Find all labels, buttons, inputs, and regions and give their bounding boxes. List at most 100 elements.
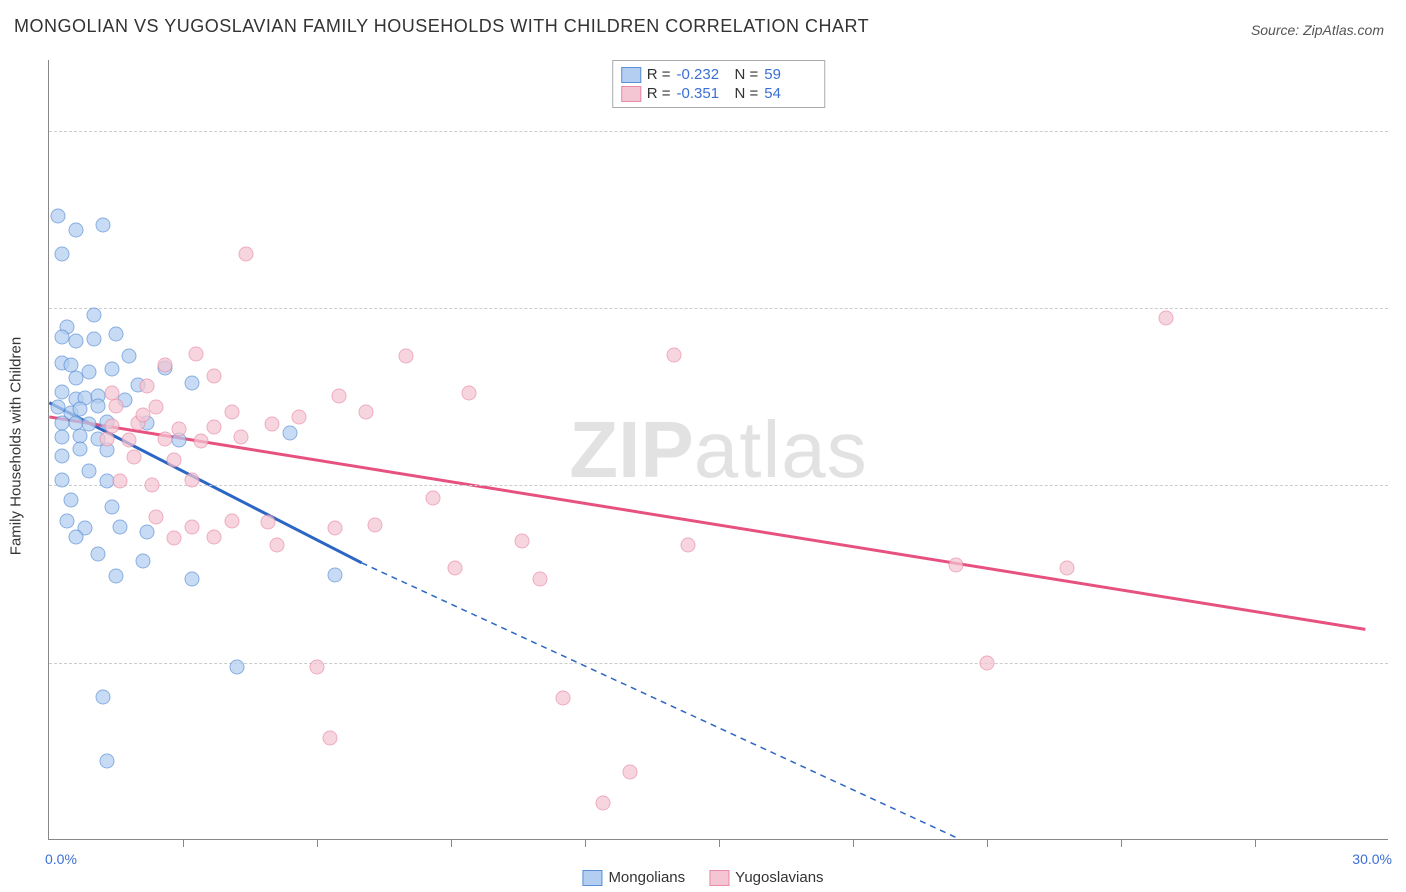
scatter-point-yugoslavians xyxy=(461,386,476,401)
regression-lines-layer xyxy=(49,60,1388,839)
x-axis-tick xyxy=(719,839,720,847)
r-value-b: -0.351 xyxy=(677,85,729,102)
scatter-point-mongolians xyxy=(113,519,128,534)
scatter-point-yugoslavians xyxy=(225,513,240,528)
scatter-point-mongolians xyxy=(68,529,83,544)
scatter-point-mongolians xyxy=(68,223,83,238)
scatter-point-yugoslavians xyxy=(225,404,240,419)
scatter-point-yugoslavians xyxy=(207,529,222,544)
scatter-point-mongolians xyxy=(55,247,70,262)
scatter-point-yugoslavians xyxy=(269,538,284,553)
legend-label-yugoslavians: Yugoslavians xyxy=(735,869,823,886)
scatter-point-mongolians xyxy=(283,425,298,440)
scatter-point-yugoslavians xyxy=(323,730,338,745)
r-label-b: R = xyxy=(647,85,671,102)
scatter-point-yugoslavians xyxy=(1158,311,1173,326)
scatter-point-yugoslavians xyxy=(135,407,150,422)
scatter-point-yugoslavians xyxy=(184,472,199,487)
gridline-h xyxy=(49,663,1388,664)
scatter-point-yugoslavians xyxy=(622,764,637,779)
scatter-point-yugoslavians xyxy=(113,474,128,489)
scatter-point-yugoslavians xyxy=(265,417,280,432)
gridline-h xyxy=(49,485,1388,486)
correlation-stats-box: R = -0.232 N = 59 R = -0.351 N = 54 xyxy=(612,60,826,108)
scatter-point-mongolians xyxy=(73,441,88,456)
scatter-point-yugoslavians xyxy=(149,509,164,524)
regression-line xyxy=(49,417,1365,629)
zipatlas-watermark: ZIPatlas xyxy=(569,404,867,496)
scatter-point-yugoslavians xyxy=(980,655,995,670)
scatter-point-yugoslavians xyxy=(238,247,253,262)
scatter-point-yugoslavians xyxy=(122,433,137,448)
scatter-point-yugoslavians xyxy=(158,431,173,446)
x-axis-end-label: 30.0% xyxy=(1352,851,1392,867)
scatter-point-yugoslavians xyxy=(126,450,141,465)
x-axis-tick xyxy=(987,839,988,847)
r-label-a: R = xyxy=(647,66,671,83)
y-axis-title: Family Households with Children xyxy=(8,337,25,555)
bottom-legend: Mongolians Yugoslavians xyxy=(582,869,823,886)
stats-row-mongolians: R = -0.232 N = 59 xyxy=(621,65,817,84)
x-axis-tick xyxy=(1121,839,1122,847)
scatter-point-yugoslavians xyxy=(158,357,173,372)
scatter-point-yugoslavians xyxy=(109,399,124,414)
scatter-point-mongolians xyxy=(140,525,155,540)
scatter-point-yugoslavians xyxy=(260,515,275,530)
watermark-zip: ZIP xyxy=(569,404,693,496)
scatter-point-mongolians xyxy=(50,209,65,224)
scatter-point-mongolians xyxy=(109,326,124,341)
scatter-point-mongolians xyxy=(82,464,97,479)
scatter-point-mongolians xyxy=(122,349,137,364)
scatter-point-yugoslavians xyxy=(327,521,342,536)
watermark-atlas: atlas xyxy=(694,404,868,496)
scatter-point-mongolians xyxy=(184,376,199,391)
gridline-h xyxy=(49,131,1388,132)
scatter-point-mongolians xyxy=(55,472,70,487)
scatter-point-yugoslavians xyxy=(292,410,307,425)
n-label-a: N = xyxy=(735,66,759,83)
scatter-point-yugoslavians xyxy=(359,404,374,419)
scatter-point-yugoslavians xyxy=(595,796,610,811)
scatter-point-yugoslavians xyxy=(1060,560,1075,575)
scatter-plot-area: ZIPatlas R = -0.232 N = 59 R = -0.351 N … xyxy=(48,60,1388,840)
x-axis-start-label: 0.0% xyxy=(45,851,77,867)
scatter-point-yugoslavians xyxy=(515,533,530,548)
scatter-point-yugoslavians xyxy=(207,369,222,384)
regression-line xyxy=(362,563,960,839)
swatch-mongolians xyxy=(621,67,641,83)
scatter-point-mongolians xyxy=(229,659,244,674)
scatter-point-mongolians xyxy=(95,217,110,232)
x-axis-tick xyxy=(183,839,184,847)
scatter-point-mongolians xyxy=(82,365,97,380)
scatter-point-mongolians xyxy=(91,546,106,561)
scatter-point-yugoslavians xyxy=(207,420,222,435)
scatter-point-yugoslavians xyxy=(533,572,548,587)
scatter-point-mongolians xyxy=(104,499,119,514)
legend-swatch-mongolians xyxy=(582,870,602,886)
x-axis-tick xyxy=(451,839,452,847)
scatter-point-yugoslavians xyxy=(149,400,164,415)
scatter-point-yugoslavians xyxy=(140,379,155,394)
scatter-point-yugoslavians xyxy=(332,389,347,404)
n-value-a: 59 xyxy=(764,66,816,83)
scatter-point-yugoslavians xyxy=(948,557,963,572)
scatter-point-mongolians xyxy=(55,430,70,445)
scatter-point-yugoslavians xyxy=(234,430,249,445)
scatter-point-yugoslavians xyxy=(667,347,682,362)
scatter-point-yugoslavians xyxy=(167,530,182,545)
scatter-point-yugoslavians xyxy=(193,434,208,449)
legend-item-yugoslavians: Yugoslavians xyxy=(709,869,823,886)
n-value-b: 54 xyxy=(764,85,816,102)
scatter-point-yugoslavians xyxy=(171,421,186,436)
scatter-point-yugoslavians xyxy=(100,431,115,446)
swatch-yugoslavians xyxy=(621,86,641,102)
scatter-point-mongolians xyxy=(104,362,119,377)
x-axis-tick xyxy=(317,839,318,847)
chart-title: MONGOLIAN VS YUGOSLAVIAN FAMILY HOUSEHOL… xyxy=(14,16,869,37)
scatter-point-yugoslavians xyxy=(426,491,441,506)
scatter-point-mongolians xyxy=(73,401,88,416)
scatter-point-mongolians xyxy=(109,569,124,584)
scatter-point-yugoslavians xyxy=(368,518,383,533)
scatter-point-yugoslavians xyxy=(189,346,204,361)
scatter-point-yugoslavians xyxy=(310,659,325,674)
